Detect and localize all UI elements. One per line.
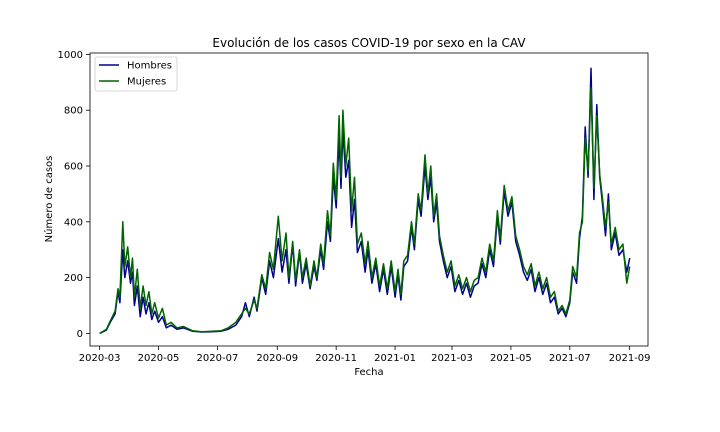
legend: Hombres Mujeres [94, 56, 178, 92]
plot-background [90, 53, 648, 346]
y-axis-label: Número de casos [43, 156, 55, 243]
series-line-mujeres [99, 87, 631, 335]
x-tick-label: 2020-11 [315, 353, 357, 364]
y-tick-label: 200 [64, 273, 83, 284]
x-tick-label: 2021-05 [490, 353, 532, 364]
x-tick-label: 2020-05 [138, 353, 180, 364]
x-tick-label: 2021-03 [431, 353, 473, 364]
y-tick-label: 1000 [58, 50, 83, 61]
x-tick-label: 2021-09 [609, 353, 651, 364]
x-tick-label: 2020-03 [79, 353, 121, 364]
y-axis: 0 200 400 600 800 1000 [58, 50, 90, 340]
x-tick-label: 2020-09 [256, 353, 298, 364]
x-tick-label: 2020-07 [197, 353, 239, 364]
plot-area [89, 52, 649, 347]
y-tick-label: 400 [64, 217, 83, 228]
legend-label-hombres: Hombres [127, 61, 172, 72]
x-tick-label: 2021-01 [374, 353, 416, 364]
plot-frame [89, 52, 649, 347]
series-layer [99, 67, 631, 335]
x-tick-label: 2021-07 [549, 353, 591, 364]
chart-title: Evolución de los casos COVID-19 por sexo… [212, 36, 526, 50]
y-tick-label: 600 [64, 162, 83, 173]
y-tick-label: 0 [77, 329, 83, 340]
x-axis: 2020-03 2020-05 2020-07 2020-09 2020-11 2021-… [79, 346, 651, 364]
legend-label-mujeres: Mujeres [127, 77, 166, 88]
x-axis-label: Fecha [354, 367, 383, 378]
series-line-hombres [99, 67, 631, 335]
y-tick-label: 800 [64, 106, 83, 117]
